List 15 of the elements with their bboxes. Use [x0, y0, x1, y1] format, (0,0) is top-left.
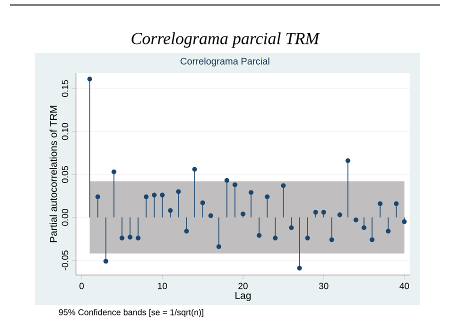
x-axis-title: Lag	[235, 292, 251, 301]
text: 95% Confidence bands [se = 1/sqrt(n)]	[58, 309, 204, 317]
y-tick-label: 0.15	[62, 80, 68, 97]
chart-title: Correlograma parcial TRM	[132, 32, 320, 48]
x-tick-label: 0	[79, 282, 84, 290]
x-tick-label: 10	[158, 282, 167, 290]
y-axis-title: Partial autocorrelations of TRM	[50, 106, 57, 242]
y-tick-label: 0.10	[62, 123, 68, 140]
chart-subtitle: Correlograma Parcial	[180, 58, 270, 66]
x-tick-label: 30	[319, 282, 328, 290]
y-tick-label: 0.05	[62, 166, 68, 183]
x-tick-label: 40	[400, 282, 410, 290]
y-tick-label: 0.00	[62, 209, 68, 226]
x-tick-label: 20	[238, 282, 248, 290]
y-tick-label: -0.05	[62, 250, 68, 270]
